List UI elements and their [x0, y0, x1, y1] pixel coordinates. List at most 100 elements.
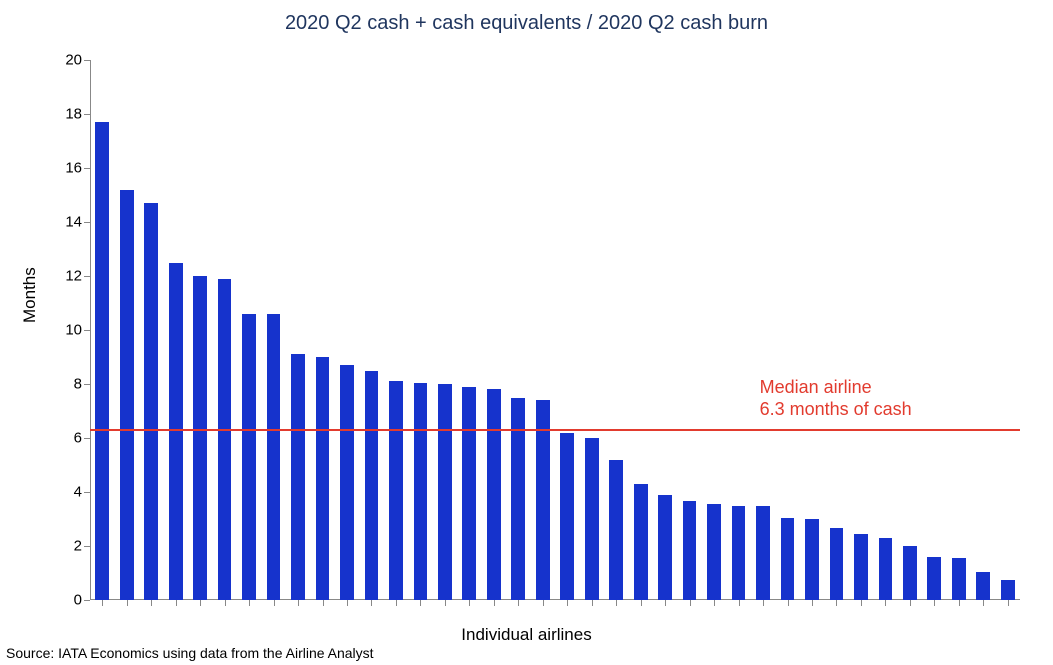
- median-label: Median airline6.3 months of cash: [760, 376, 912, 421]
- bar: [903, 546, 917, 600]
- x-tick: [396, 600, 397, 606]
- x-tick: [934, 600, 935, 606]
- x-tick: [102, 600, 103, 606]
- y-tick-label: 8: [74, 376, 82, 393]
- y-tick-label: 6: [74, 430, 82, 447]
- median-line: [90, 429, 1020, 431]
- x-tick: [151, 600, 152, 606]
- bar: [756, 506, 770, 601]
- y-tick-label: 18: [65, 106, 82, 123]
- x-tick: [836, 600, 837, 606]
- bar: [95, 122, 109, 600]
- y-tick: [84, 384, 90, 385]
- y-tick-label: 14: [65, 214, 82, 231]
- x-tick: [959, 600, 960, 606]
- bar: [781, 518, 795, 600]
- bar: [120, 190, 134, 600]
- bar: [316, 357, 330, 600]
- y-tick-label: 0: [74, 592, 82, 609]
- bar: [389, 381, 403, 600]
- x-tick: [543, 600, 544, 606]
- bar: [291, 354, 305, 600]
- x-tick: [420, 600, 421, 606]
- bar: [927, 557, 941, 600]
- y-tick: [84, 600, 90, 601]
- y-tick: [84, 330, 90, 331]
- chart-title: 2020 Q2 cash + cash equivalents / 2020 Q…: [0, 12, 1053, 35]
- x-tick: [200, 600, 201, 606]
- source-text: Source: IATA Economics using data from t…: [6, 645, 374, 661]
- bar: [144, 203, 158, 600]
- bar: [952, 558, 966, 600]
- bar: [976, 572, 990, 600]
- bar: [218, 279, 232, 600]
- x-tick: [127, 600, 128, 606]
- x-tick: [323, 600, 324, 606]
- bar: [658, 495, 672, 600]
- bar: [365, 371, 379, 601]
- bar: [1001, 580, 1015, 600]
- x-tick: [225, 600, 226, 606]
- bar: [585, 438, 599, 600]
- bar: [805, 519, 819, 600]
- bar: [634, 484, 648, 600]
- x-tick: [249, 600, 250, 606]
- x-tick: [298, 600, 299, 606]
- x-tick: [616, 600, 617, 606]
- y-tick: [84, 492, 90, 493]
- x-tick: [714, 600, 715, 606]
- x-tick: [347, 600, 348, 606]
- bar: [267, 314, 281, 600]
- bar: [462, 387, 476, 600]
- x-tick: [469, 600, 470, 606]
- bar: [707, 504, 721, 600]
- y-tick: [84, 438, 90, 439]
- bar: [879, 538, 893, 600]
- x-tick: [788, 600, 789, 606]
- x-tick: [518, 600, 519, 606]
- x-tick: [812, 600, 813, 606]
- x-tick: [1008, 600, 1009, 606]
- chart-container: 2020 Q2 cash + cash equivalents / 2020 Q…: [0, 0, 1053, 665]
- x-tick: [494, 600, 495, 606]
- x-tick: [641, 600, 642, 606]
- x-tick: [176, 600, 177, 606]
- x-tick: [665, 600, 666, 606]
- x-tick: [983, 600, 984, 606]
- x-tick: [274, 600, 275, 606]
- x-tick: [861, 600, 862, 606]
- x-tick: [445, 600, 446, 606]
- bar: [487, 389, 501, 600]
- plot-area: 02468101214161820Median airline6.3 month…: [90, 60, 1020, 600]
- y-axis-line: [90, 60, 91, 600]
- bar: [511, 398, 525, 601]
- bar: [414, 383, 428, 600]
- x-tick: [739, 600, 740, 606]
- y-tick-label: 20: [65, 52, 82, 69]
- bar: [609, 460, 623, 600]
- y-tick: [84, 168, 90, 169]
- y-tick-label: 16: [65, 160, 82, 177]
- y-tick-label: 4: [74, 484, 82, 501]
- bar: [854, 534, 868, 600]
- bar: [560, 433, 574, 600]
- bar: [193, 276, 207, 600]
- x-tick: [567, 600, 568, 606]
- y-tick: [84, 60, 90, 61]
- y-tick: [84, 114, 90, 115]
- y-tick-label: 2: [74, 538, 82, 555]
- median-label-line2: 6.3 months of cash: [760, 398, 912, 421]
- bar: [438, 384, 452, 600]
- y-tick: [84, 276, 90, 277]
- bar: [340, 365, 354, 600]
- y-tick-label: 10: [65, 322, 82, 339]
- x-tick: [885, 600, 886, 606]
- x-tick: [763, 600, 764, 606]
- x-tick: [592, 600, 593, 606]
- y-tick: [84, 546, 90, 547]
- x-tick: [690, 600, 691, 606]
- y-tick: [84, 222, 90, 223]
- bar: [830, 528, 844, 600]
- x-axis-label: Individual airlines: [0, 625, 1053, 645]
- median-label-line1: Median airline: [760, 376, 912, 399]
